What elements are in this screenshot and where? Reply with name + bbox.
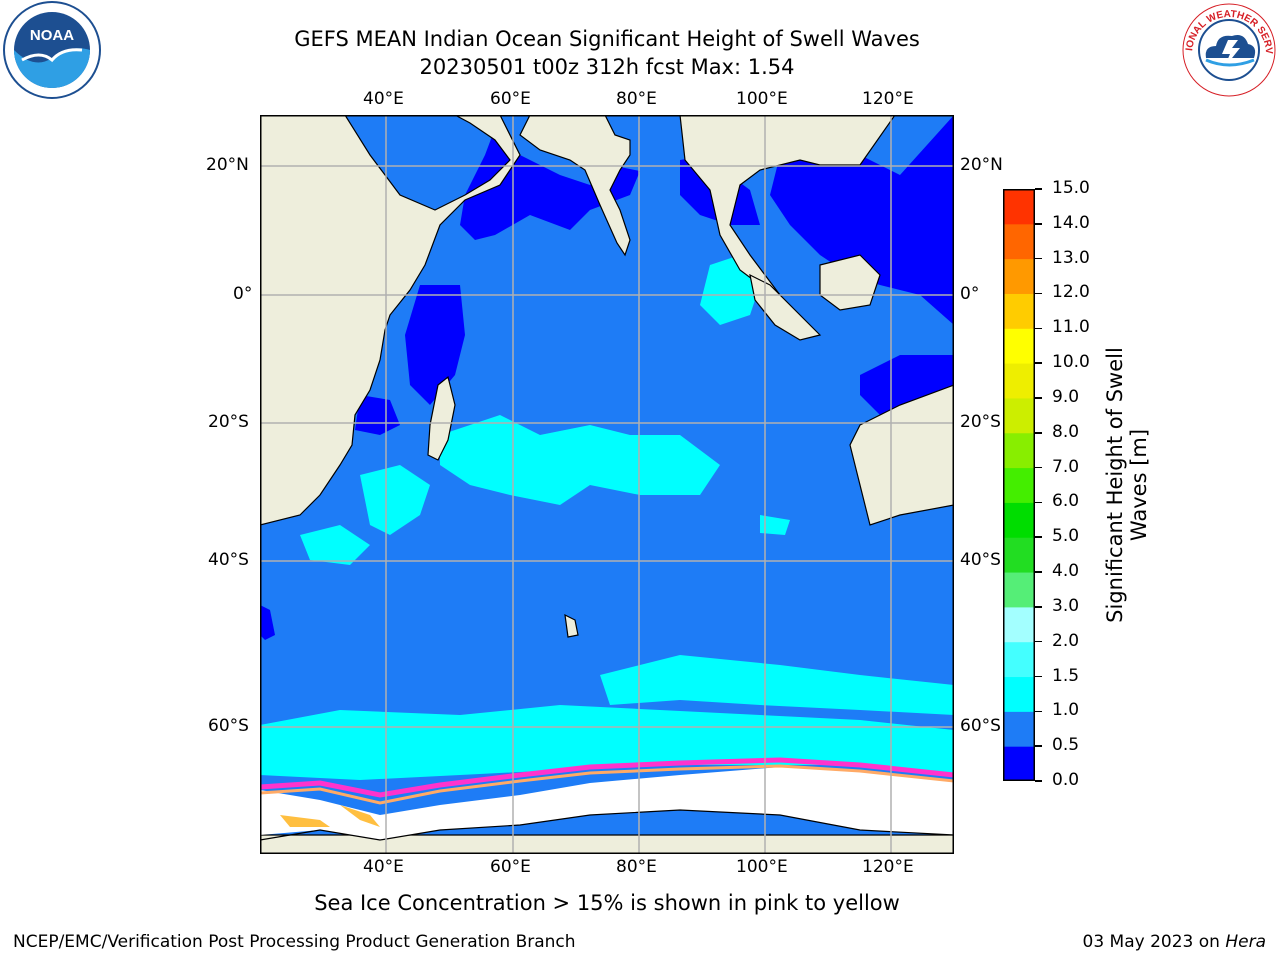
colorbar-segment [1003, 572, 1035, 608]
colorbar-tick-mark [1035, 188, 1042, 190]
colorbar-label: Significant Height of Swell Waves [m] [1103, 347, 1151, 623]
colorbar-tick-label: 0.0 [1052, 770, 1080, 790]
bottom-lon-tick: 120°E [862, 857, 914, 877]
colorbar-tick-mark [1035, 571, 1042, 573]
colorbar-tick-label: 15.0 [1052, 178, 1090, 198]
sea-ice-edge [260, 757, 954, 798]
footer-branch: NCEP/EMC/Verification Post Processing Pr… [13, 932, 576, 952]
colorbar-tick-label: 5.0 [1052, 526, 1080, 547]
colorbar-tick-label: 13.0 [1052, 247, 1090, 268]
colorbar-segment [1003, 746, 1035, 781]
colorbar-tick-label: 9.0 [1052, 386, 1080, 407]
colorbar-tick-mark [1035, 710, 1042, 713]
colorbar-tick-mark [1035, 466, 1042, 469]
colorbar-tick-mark [1035, 292, 1042, 295]
colorbar-tick-label: 1.5 [1052, 665, 1080, 686]
colorbar-segment [1003, 641, 1035, 678]
colorbar-tick-label: 8.0 [1052, 421, 1080, 442]
colorbar-tick-mark [1035, 606, 1042, 608]
colorbar-tick-label: 14.0 [1052, 212, 1090, 233]
colorbar-segment [1003, 293, 1035, 329]
colorbar-tick-mark [1035, 780, 1042, 782]
colorbar-segment [1003, 258, 1035, 294]
left-lat-tick: 20°S [208, 412, 249, 432]
right-lat-tick: 0° [960, 284, 980, 304]
colorbar [1003, 189, 1035, 781]
right-lat-tick: 20°N [960, 155, 1003, 175]
colorbar-segment [1003, 397, 1035, 434]
footer-date-text: 03 May 2023 on [1082, 932, 1226, 952]
top-lon-tick: 80°E [616, 89, 657, 109]
colorbar-segment [1003, 363, 1035, 399]
left-lat-tick: 60°S [208, 716, 249, 736]
colorbar-segment [1003, 223, 1035, 260]
colorbar-tick-label: 11.0 [1052, 317, 1090, 338]
left-lat-tick: 0° [233, 284, 253, 304]
noaa-logo: NOAA [3, 1, 101, 99]
graticule [260, 115, 954, 854]
colorbar-tick-label: 2.0 [1052, 630, 1080, 651]
colorbar-tick-mark [1035, 745, 1042, 747]
colorbar-tick-mark [1035, 327, 1042, 330]
right-lat-tick: 60°S [960, 716, 1001, 736]
colorbar-tick-mark [1035, 362, 1042, 364]
map-frame [260, 115, 954, 854]
colorbar-tick-mark [1035, 501, 1042, 504]
bottom-lon-tick: 80°E [616, 857, 657, 877]
colorbar-tick-mark [1035, 223, 1042, 225]
colorbar-tick-label: 10.0 [1052, 352, 1090, 373]
colorbar-tick-label: 1.0 [1052, 700, 1080, 721]
top-lon-tick: 60°E [490, 89, 531, 109]
top-lon-tick: 120°E [862, 89, 914, 109]
colorbar-segment [1003, 502, 1035, 538]
colorbar-tick-mark [1035, 675, 1042, 678]
colorbar-segment [1003, 711, 1035, 747]
left-lat-tick: 40°S [208, 550, 249, 570]
colorbar-tick-label: 4.0 [1052, 561, 1080, 582]
colorbar-segment [1003, 467, 1035, 503]
colorbar-tick-mark [1035, 640, 1042, 643]
colorbar-segment [1003, 432, 1035, 469]
swell-height-map [260, 115, 954, 854]
chart-subtitle: 20230501 t00z 312h fcst Max: 1.54 [419, 55, 795, 79]
colorbar-segment [1003, 328, 1035, 364]
right-lat-tick: 20°S [960, 412, 1001, 432]
footer-date: 03 May 2023 on Hera [1083, 932, 1267, 952]
colorbar-tick-label: 12.0 [1052, 282, 1090, 303]
sea-ice-caption: Sea Ice Concentration > 15% is shown in … [314, 891, 900, 915]
nws-logo: NATIONAL WEATHER SERVICE [1178, 0, 1276, 97]
top-lon-tick: 40°E [363, 89, 404, 109]
colorbar-tick-mark [1035, 432, 1042, 434]
sea-ice-inner [260, 764, 954, 805]
svg-text:NOAA: NOAA [30, 27, 74, 44]
colorbar-segment [1003, 676, 1035, 712]
colorbar-segment [1003, 537, 1035, 573]
colorbar-segment [1003, 606, 1035, 643]
colorbar-frame [1003, 189, 1035, 781]
antarctica-shelf [260, 767, 954, 840]
colorbar-tick-label: 6.0 [1052, 491, 1080, 512]
colorbar-tick-label: 3.0 [1052, 595, 1080, 616]
top-lon-tick: 100°E [736, 89, 788, 109]
bottom-lon-tick: 40°E [363, 857, 404, 877]
footer-host: Hera [1225, 932, 1266, 952]
right-lat-tick: 40°S [960, 550, 1001, 570]
colorbar-tick-label: 0.5 [1052, 735, 1080, 756]
left-lat-tick: 20°N [206, 155, 249, 175]
colorbar-tick-mark [1035, 257, 1042, 260]
chart-title: GEFS MEAN Indian Ocean Significant Heigh… [294, 27, 920, 51]
bottom-lon-tick: 100°E [736, 857, 788, 877]
colorbar-tick-label: 7.0 [1052, 456, 1080, 477]
bottom-lon-tick: 60°E [490, 857, 531, 877]
colorbar-tick-mark [1035, 536, 1042, 538]
colorbar-tick-mark [1035, 397, 1042, 399]
colorbar-segment [1003, 189, 1035, 225]
